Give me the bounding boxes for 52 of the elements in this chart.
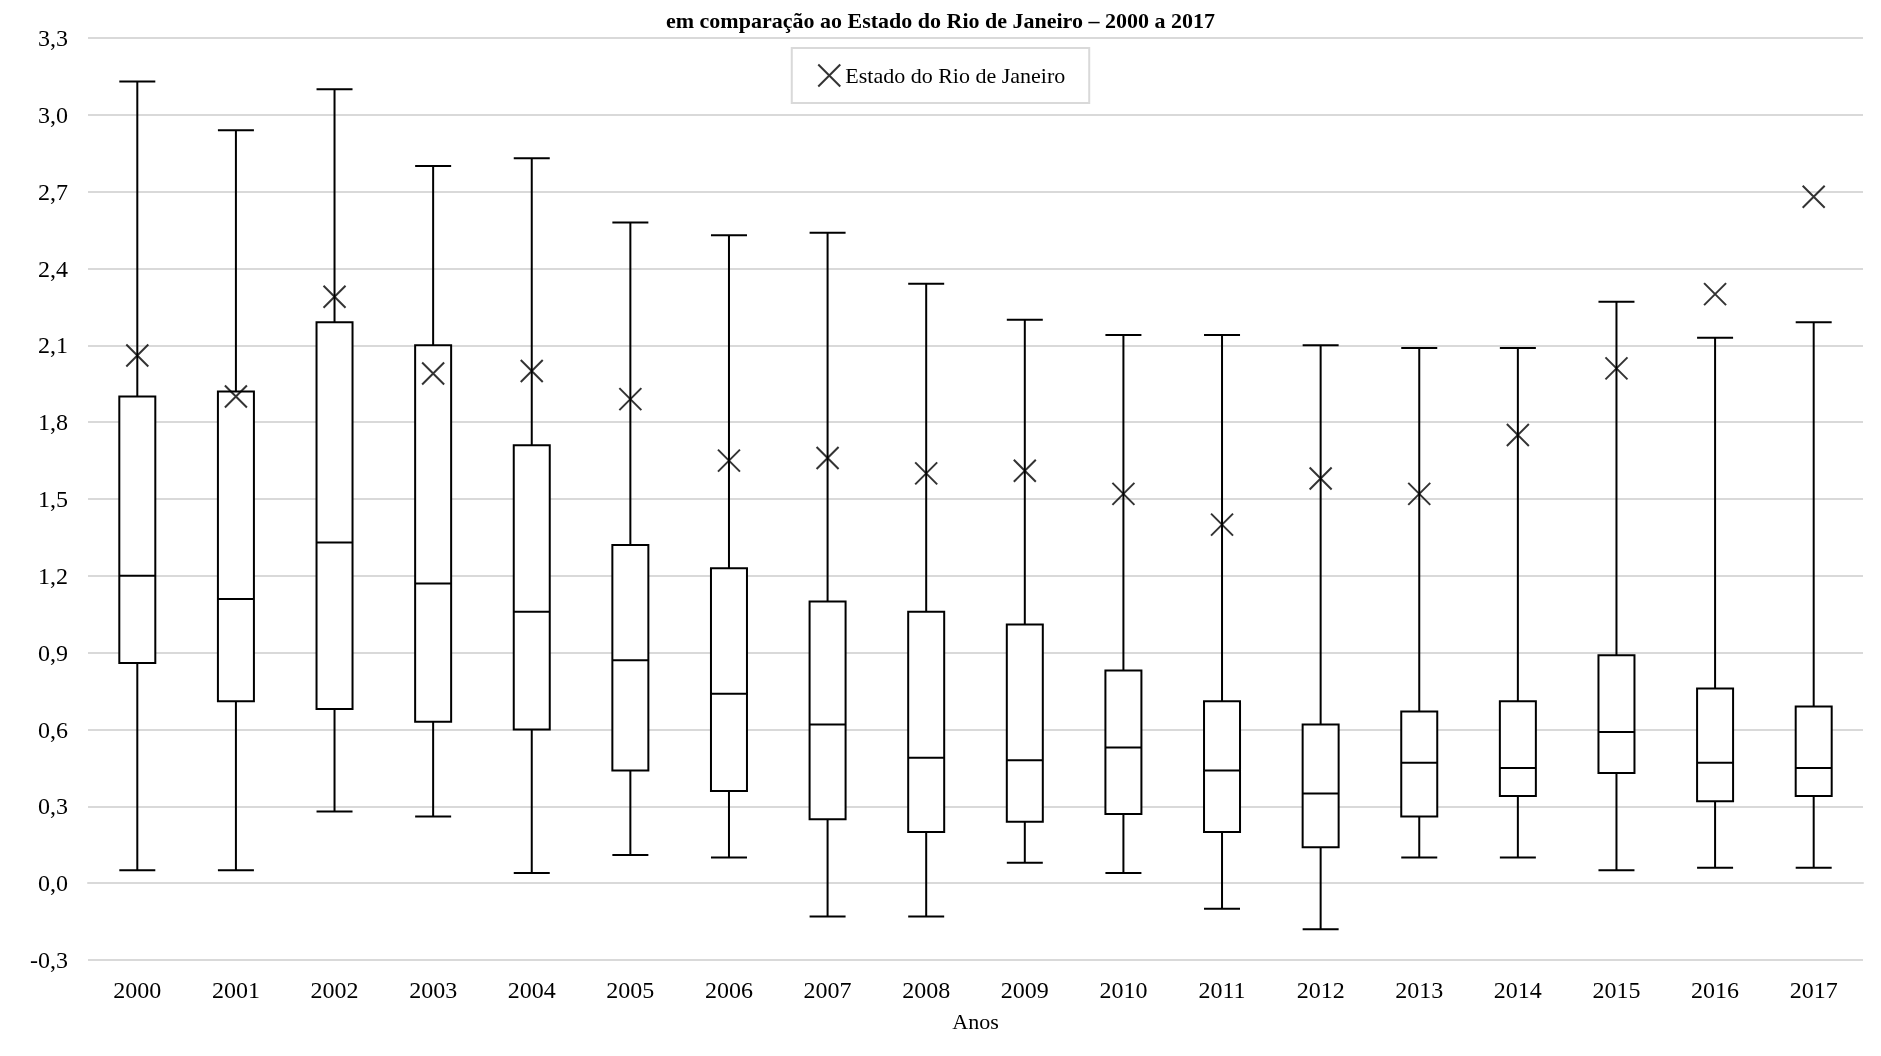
point	[322, 284, 347, 309]
y-tick-label: 2,1	[38, 332, 68, 359]
x-tick-label: 2001	[211, 977, 260, 1003]
point	[1801, 184, 1826, 209]
y-tick-label: 0,6	[38, 716, 68, 743]
x-tick-label: 2005	[606, 977, 655, 1003]
x-axis-title: Anos	[952, 1008, 999, 1034]
point	[1407, 481, 1432, 506]
legend-label: Estado do Rio de Janeiro	[845, 63, 1066, 88]
point	[125, 343, 150, 368]
x-tick-label: 2008	[902, 977, 951, 1003]
x-tick-label: 2012	[1296, 977, 1345, 1003]
y-tick-label: 0,0	[38, 870, 68, 897]
x-tick-label: 2011	[1198, 977, 1246, 1003]
x-tick-label: 2002	[310, 977, 359, 1003]
y-tick-label: 1,5	[38, 486, 68, 512]
y-tick-label: 3,0	[38, 101, 68, 128]
point	[716, 448, 741, 473]
point	[1604, 356, 1629, 381]
point	[1308, 466, 1333, 491]
y-tick-label: -0,3	[30, 947, 68, 973]
x-tick-label: 2014	[1493, 977, 1542, 1003]
point	[914, 461, 939, 486]
x-tick-label: 2009	[1000, 977, 1049, 1003]
point	[1111, 481, 1136, 506]
x-tick-label: 2007	[803, 977, 852, 1003]
point	[421, 361, 446, 386]
point	[1703, 282, 1728, 307]
y-tick-label: 1,2	[38, 562, 68, 589]
chart-title: em comparação ao Estado do Rio de Janeiro – 2000 a 2017	[666, 7, 1215, 33]
x-tick-label: 2015	[1592, 977, 1641, 1003]
y-tick-label: 2,4	[38, 255, 68, 282]
point	[1210, 512, 1235, 537]
x-tick-label: 2004	[507, 977, 556, 1003]
point	[618, 387, 643, 412]
y-tick-label: 2,7	[38, 178, 68, 205]
point	[223, 384, 248, 409]
x-tick-label: 2006	[704, 977, 753, 1003]
y-tick-label: 1,8	[38, 409, 68, 436]
point	[1505, 422, 1530, 447]
y-tick-label: 0,9	[38, 639, 68, 666]
y-tick-label: 3,3	[38, 25, 68, 51]
point	[1012, 458, 1037, 483]
point	[815, 446, 840, 471]
y-tick-label: 0,3	[38, 793, 68, 820]
x-tick-label: 2013	[1395, 977, 1444, 1003]
x-tick-label: 2003	[409, 977, 458, 1003]
x-tick-label: 2016	[1691, 977, 1740, 1003]
point	[519, 358, 544, 383]
x-tick-label: 2000	[113, 977, 162, 1003]
x-tick-label: 2017	[1789, 977, 1838, 1003]
x-tick-label: 2010	[1099, 977, 1148, 1003]
